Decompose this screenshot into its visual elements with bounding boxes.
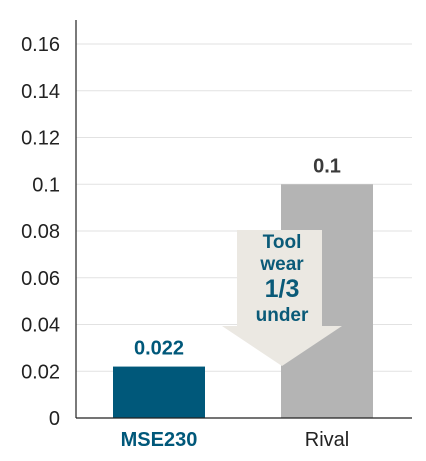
data-label-rival: 0.1	[313, 155, 341, 177]
y-tick-label: 0.12	[21, 128, 60, 150]
y-tick-label: 0.14	[21, 81, 60, 103]
y-tick-label: 0.08	[21, 221, 60, 243]
bar-mse230	[113, 366, 205, 418]
data-label-mse230: 0.022	[134, 338, 184, 360]
y-tick-label: 0.04	[21, 315, 60, 337]
y-tick-label: 0.1	[32, 174, 60, 196]
x-category-label-rival: Rival	[305, 429, 349, 451]
x-category-label-mse230: MSE230	[121, 429, 198, 451]
bar-labels: 0.022 MSE230 0.1 Rival	[121, 155, 350, 451]
tool-wear-callout: Tool wear 1/3 under	[222, 230, 342, 366]
y-tick-label: 0	[49, 408, 60, 430]
callout-line-1: Tool	[263, 232, 302, 253]
y-tick-label: 0.02	[21, 361, 60, 383]
y-axis-ticks: 0 0.02 0.04 0.06 0.08 0.1 0.12 0.14 0.16	[21, 34, 60, 430]
callout-line-2: wear	[259, 254, 304, 275]
callout-line-3: 1/3	[265, 275, 300, 303]
y-tick-label: 0.16	[21, 34, 60, 56]
callout-line-4: under	[256, 305, 309, 326]
y-tick-label: 0.06	[21, 268, 60, 290]
callout-arrow	[222, 230, 342, 366]
